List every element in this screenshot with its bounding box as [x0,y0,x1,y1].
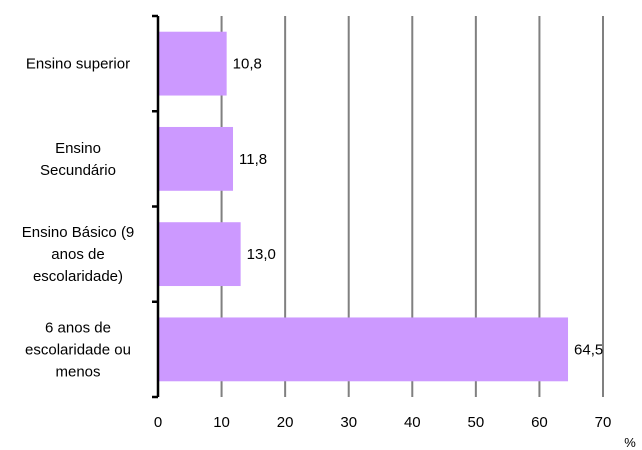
data-label: 13,0 [247,246,276,263]
category-label-line: anos de [51,246,104,263]
data-label: 11,8 [239,151,267,168]
category-label: Ensino Secundário [40,140,116,179]
bar [158,222,241,287]
x-tick-label: 60 [531,414,548,431]
category-label-line: escolaridade) [33,268,123,285]
labels: 0 10 20 30 40 50 60 70 10,8 Ensino superior 11,8 En… [22,56,612,431]
category-label: Ensino superior [26,56,130,73]
category-label: 6 anos de escolaridade ou menos [25,319,131,380]
x-tick-label: 0 [154,414,162,431]
category-label-line: Ensino superior [26,56,130,73]
data-label: 64,5 [574,341,603,358]
grid-lines [220,16,604,397]
category-label-line: Secundário [40,162,116,179]
category-label-line: Ensino [55,140,101,157]
axes [152,14,160,399]
bar [158,31,227,96]
category-label: Ensino Básico (9 anos de escolaridade) [22,224,135,285]
category-label-line: 6 anos de [45,319,111,336]
x-tick-label: 50 [468,414,485,431]
category-label-line: Ensino Básico (9 [22,224,135,241]
bar [158,126,234,191]
x-tick-label: 70 [595,414,612,431]
x-tick-label: 40 [404,414,421,431]
bar [158,317,569,382]
x-axis-unit-label: % [624,435,636,450]
bars [158,31,569,382]
x-tick-label: 30 [340,414,357,431]
category-label-line: escolaridade ou [25,341,131,358]
x-tick-label: 20 [277,414,294,431]
category-label-line: menos [55,363,100,380]
x-tick-label: 10 [213,414,230,431]
data-label: 10,8 [233,56,262,73]
